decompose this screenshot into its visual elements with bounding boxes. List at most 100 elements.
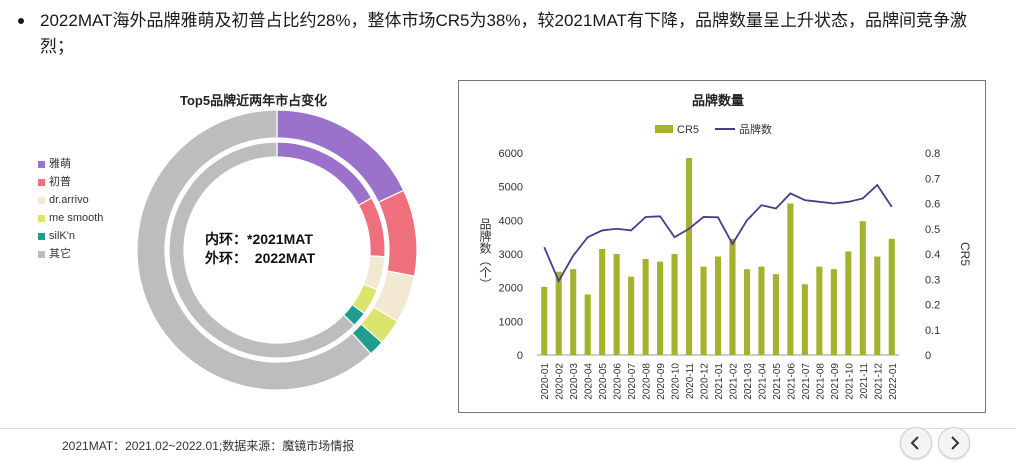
brand-count-line — [543, 183, 893, 283]
x-tick-label: 2020-12 — [700, 363, 711, 400]
x-tick-label: 2021-03 — [743, 363, 754, 400]
legend-label: 初普 — [49, 176, 71, 188]
legend-swatch — [38, 214, 45, 222]
donut-slice-inner-5 — [168, 141, 356, 359]
y-tick-right: 0 — [925, 350, 931, 362]
y-tick-left: 3000 — [499, 249, 523, 261]
legend-label: 雅萌 — [49, 158, 71, 170]
legend-item-4: silK'n — [38, 227, 103, 245]
donut-chart — [136, 109, 418, 391]
x-tick-label: 2021-05 — [772, 363, 783, 400]
y-axis-label-left: 品牌数（个） — [478, 218, 492, 290]
cr5-bar — [570, 269, 577, 355]
y-tick-left: 4000 — [499, 215, 523, 227]
cr5-bar — [642, 259, 649, 355]
x-tick-label: 2020-01 — [540, 363, 551, 400]
x-tick-label: 2020-05 — [598, 363, 609, 400]
cr5-bar — [830, 269, 837, 355]
x-tick-label: 2021-02 — [728, 363, 739, 400]
donut-center-label: 内环：*2021MAT 外环： 2022MAT — [205, 230, 315, 268]
headline-text: 2022MAT海外品牌雅萌及初普占比约28%，整体市场CR5为38%，较2021… — [40, 11, 967, 56]
y-tick-left: 0 — [517, 350, 523, 362]
y-tick-right: 0.1 — [925, 325, 940, 337]
footer-note: 2021MAT：2021.02~2022.01;数据来源：魔镜市场情报 — [62, 439, 355, 453]
legend-swatch — [38, 178, 45, 186]
cr5-bar — [541, 286, 548, 355]
bullet-dot — [18, 18, 24, 24]
footer-divider — [0, 428, 1016, 429]
legend-label: 其它 — [49, 248, 71, 260]
legend-item-1: 初普 — [38, 173, 103, 191]
legend-swatch — [38, 160, 45, 168]
cr5-bar — [859, 221, 866, 355]
cr5-bar — [613, 254, 620, 355]
legend-item-3: me smooth — [38, 209, 103, 227]
x-tick-label: 2021-06 — [786, 363, 797, 400]
cr5-bar — [888, 238, 895, 355]
cr5-bar — [685, 158, 693, 355]
donut-slice-outer-5 — [136, 109, 372, 391]
cr5-bar — [584, 294, 591, 355]
chevron-left-icon — [910, 436, 919, 450]
legend-item-5: 其它 — [38, 245, 103, 263]
y-tick-right: 0.4 — [925, 249, 940, 261]
x-tick-label: 2022-01 — [888, 363, 899, 400]
cr5-bar — [729, 238, 736, 355]
next-button[interactable] — [938, 427, 970, 459]
chevron-right-icon — [951, 436, 960, 450]
cr5-bar — [845, 251, 852, 355]
legend-label-brands: 品牌数 — [739, 122, 772, 136]
y-tick-right: 0.3 — [925, 274, 940, 286]
center-label-inner: 内环：*2021MAT — [205, 231, 313, 247]
x-tick-label: 2020-10 — [671, 363, 682, 400]
y-tick-right: 0.6 — [925, 199, 940, 211]
cr5-bar — [743, 269, 751, 355]
cr5-bar — [714, 256, 722, 355]
x-tick-label: 2020-08 — [642, 363, 653, 400]
x-tick-label: 2021-09 — [830, 363, 841, 400]
cr5-bar — [671, 254, 678, 355]
cr5-bar — [772, 274, 779, 355]
x-tick-label: 2020-03 — [569, 363, 580, 400]
x-tick-label: 2021-11 — [859, 363, 870, 399]
cr5-bar — [758, 266, 765, 355]
x-tick-label: 2021-08 — [815, 363, 826, 400]
cr5-bar — [599, 248, 606, 355]
donut-title: Top5品牌近两年市占变化 — [180, 93, 328, 108]
legend-swatch-cr5 — [655, 125, 673, 133]
legend-label-cr5: CR5 — [677, 124, 699, 136]
cr5-bar — [657, 261, 664, 355]
y-axis-label-right: CR5 — [958, 242, 972, 266]
y-tick-left: 2000 — [499, 283, 523, 295]
x-tick-label: 2021-10 — [844, 363, 855, 400]
previous-button[interactable] — [900, 427, 932, 459]
bar-chart-title: 品牌数量 — [692, 93, 744, 108]
brand-count-chart: 品牌数量 CR5 品牌数 0 1000 2000 3000 4000 5000 6000 0 0.1 0… — [478, 93, 972, 400]
y-tick-left: 1000 — [499, 316, 523, 328]
x-tick-label: 2020-07 — [627, 363, 638, 400]
y-tick-right: 0.5 — [925, 224, 940, 236]
donut-slice-inner-2 — [362, 255, 386, 291]
legend-label: silK'n — [49, 230, 75, 242]
cr5-bar — [816, 266, 823, 355]
cr5-bar — [787, 203, 794, 355]
legend-swatch — [38, 250, 45, 258]
legend-label: me smooth — [49, 212, 104, 224]
y-tick-left: 5000 — [499, 182, 523, 194]
cr5-bar — [874, 256, 881, 355]
x-tick-label: 2021-12 — [873, 363, 884, 400]
x-tick-label: 2020-04 — [584, 363, 595, 400]
x-tick-label: 2020-11 — [685, 363, 696, 399]
x-tick-label: 2020-02 — [555, 363, 566, 400]
x-tick-label: 2020-06 — [613, 363, 624, 400]
x-tick-label: 2021-01 — [714, 363, 725, 400]
cr5-bar — [555, 271, 562, 355]
cr5-bar — [628, 276, 635, 355]
legend-label: dr.arrivo — [49, 194, 89, 206]
legend-swatch — [38, 196, 45, 204]
y-tick-left: 6000 — [499, 148, 523, 160]
legend-item-2: dr.arrivo — [38, 191, 103, 209]
x-tick-label: 2021-07 — [801, 363, 812, 400]
y-tick-right: 0.7 — [925, 173, 940, 185]
center-label-outer: 外环： 2022MAT — [205, 250, 316, 266]
